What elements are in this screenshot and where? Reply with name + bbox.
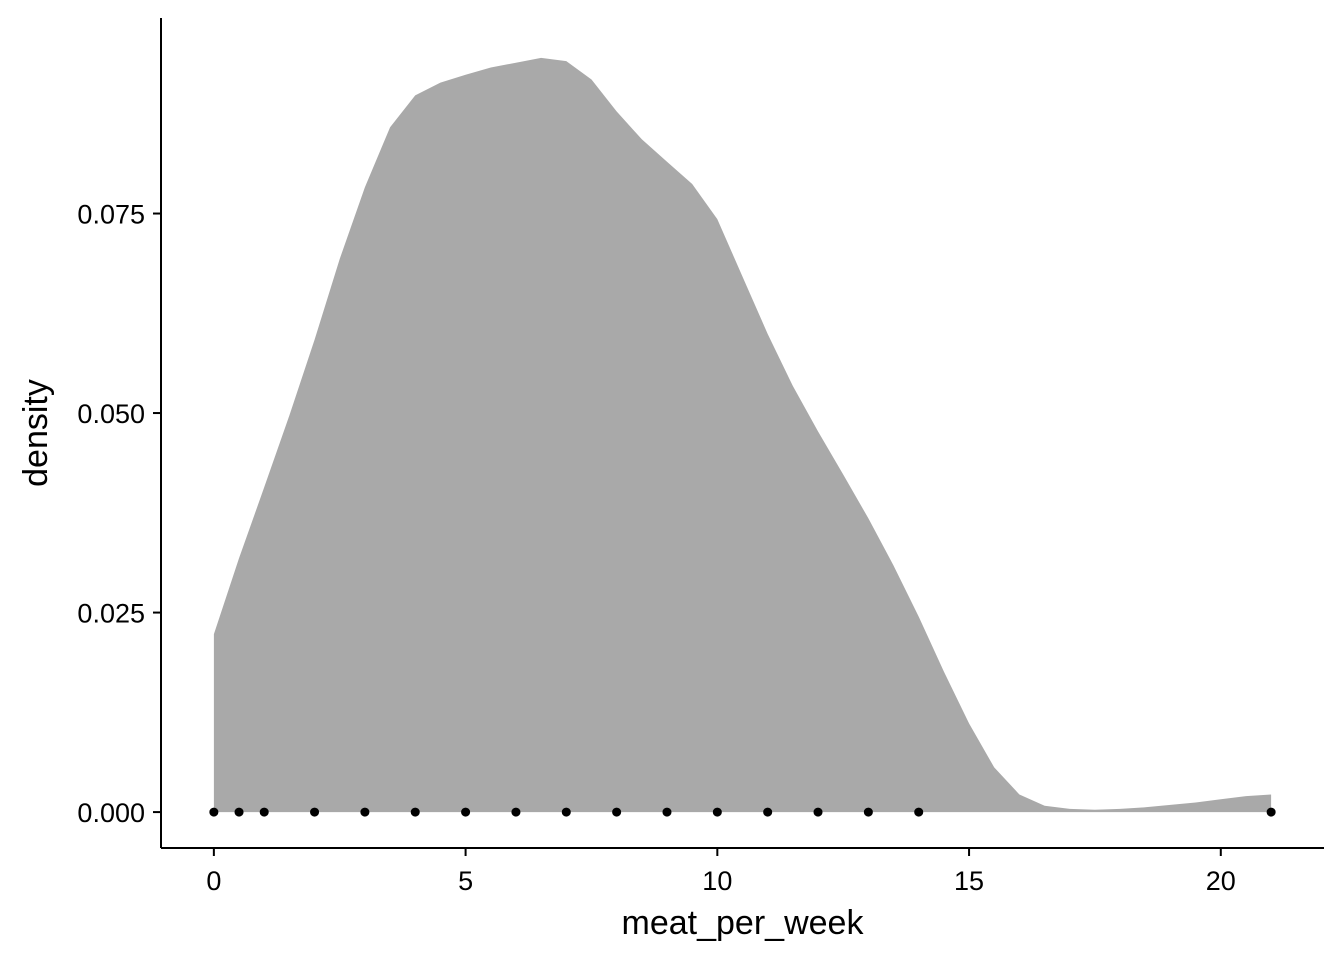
x-tick-label: 15 [954, 866, 984, 896]
x-tick-label: 10 [702, 866, 732, 896]
y-axis-title: density [17, 379, 55, 487]
data-point [813, 807, 823, 817]
x-axis-ticks: 0 5 10 15 20 [206, 848, 1236, 896]
data-point [712, 807, 722, 817]
x-tick-label: 20 [1206, 866, 1236, 896]
x-tick-label: 0 [206, 866, 221, 896]
data-point [360, 807, 370, 817]
y-axis-ticks: 0.000 0.025 0.050 0.075 [77, 200, 161, 828]
data-point [259, 807, 269, 817]
y-tick-label: 0.000 [77, 798, 145, 828]
density-area [213, 57, 1272, 813]
data-point [234, 807, 244, 817]
data-point [511, 807, 521, 817]
data-point [410, 807, 420, 817]
data-point [310, 807, 320, 817]
data-point [561, 807, 571, 817]
data-point [612, 807, 622, 817]
data-point [914, 807, 924, 817]
data-points [209, 807, 1276, 817]
data-point [863, 807, 873, 817]
x-tick-label: 5 [458, 866, 473, 896]
data-point [209, 807, 219, 817]
data-point [461, 807, 471, 817]
y-tick-label: 0.075 [77, 200, 145, 230]
y-tick-label: 0.050 [77, 399, 145, 429]
plot-area [209, 57, 1276, 817]
x-axis-title: meat_per_week [622, 904, 865, 942]
data-point [1266, 807, 1276, 817]
y-tick-label: 0.025 [77, 599, 145, 629]
data-point [763, 807, 773, 817]
data-point [662, 807, 672, 817]
